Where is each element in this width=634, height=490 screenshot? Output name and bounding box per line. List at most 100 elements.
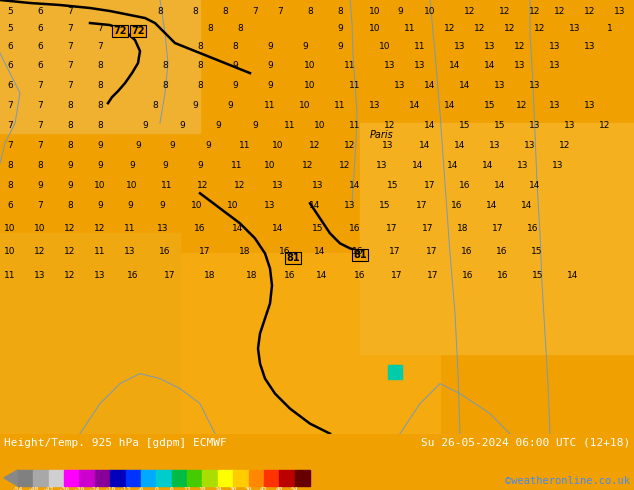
Text: 8: 8 [337,6,343,16]
Text: 6: 6 [37,6,43,16]
Text: 9: 9 [169,141,175,150]
Text: 13: 13 [272,181,284,190]
Text: 8: 8 [157,6,163,16]
Text: 11: 11 [239,141,251,150]
Text: 8: 8 [197,42,203,50]
Text: 13: 13 [585,42,596,50]
Text: 14: 14 [486,201,498,210]
Text: Paris: Paris [370,130,394,140]
Text: 11: 11 [284,121,295,130]
Text: 13: 13 [514,61,526,70]
Text: 8: 8 [162,61,168,70]
Text: 6: 6 [37,24,43,32]
Text: 14: 14 [448,161,458,170]
Bar [0,233,180,434]
Text: 17: 17 [199,247,210,256]
Text: 5: 5 [7,6,13,16]
Text: 9: 9 [252,121,258,130]
Bar [95,470,110,486]
Text: 14: 14 [412,161,424,170]
Text: 16: 16 [451,201,463,210]
Text: 8: 8 [307,6,313,16]
Text: 12: 12 [554,6,566,16]
Text: 10: 10 [4,224,16,233]
Text: 11: 11 [404,24,416,32]
Text: 11: 11 [161,181,172,190]
Text: -24: -24 [89,487,100,490]
Text: 30: 30 [230,487,237,490]
Text: 6: 6 [37,42,43,50]
Text: 18: 18 [198,487,206,490]
Text: 12: 12 [64,224,75,233]
Text: 8: 8 [197,61,203,70]
Text: 6: 6 [7,81,13,90]
Bar [233,470,249,486]
Text: 14: 14 [529,181,541,190]
Text: 14: 14 [450,61,461,70]
Text: 6: 6 [7,201,13,210]
Text: 17: 17 [424,181,436,190]
Text: 9: 9 [267,42,273,50]
Text: 6: 6 [37,61,43,70]
Text: 17: 17 [391,271,403,280]
Text: 8: 8 [67,100,73,110]
Text: 14: 14 [424,121,436,130]
Text: 9: 9 [192,100,198,110]
Text: 13: 13 [614,6,626,16]
Text: 10: 10 [369,24,381,32]
Text: 13: 13 [529,81,541,90]
Text: 8: 8 [7,161,13,170]
Text: 10: 10 [369,6,381,16]
Text: -30: -30 [74,487,85,490]
Text: 8: 8 [207,24,213,32]
Text: 16: 16 [527,224,539,233]
Text: 8: 8 [237,24,243,32]
Text: 14: 14 [273,224,283,233]
Text: 8: 8 [97,81,103,90]
Bar [49,470,64,486]
Text: 10: 10 [264,161,276,170]
Text: 10: 10 [94,181,106,190]
Text: 12: 12 [302,161,314,170]
Text: 14: 14 [314,247,326,256]
Text: ©weatheronline.co.uk: ©weatheronline.co.uk [505,476,630,486]
Text: 12: 12 [500,6,511,16]
Text: 6: 6 [170,487,174,490]
Text: 7: 7 [37,81,43,90]
Text: 17: 17 [422,224,434,233]
Bar [180,253,440,434]
Text: 12: 12 [529,6,541,16]
Text: 12: 12 [183,487,191,490]
Text: 9: 9 [37,181,43,190]
Bar [18,470,34,486]
Text: 14: 14 [424,81,436,90]
Text: 12: 12 [514,42,526,50]
Text: 13: 13 [376,161,388,170]
Text: 8: 8 [232,42,238,50]
Text: 1: 1 [607,24,613,32]
Text: 9: 9 [97,201,103,210]
Text: 7: 7 [67,6,73,16]
Text: 9: 9 [135,141,141,150]
Text: 16: 16 [497,271,508,280]
Text: -6: -6 [137,487,145,490]
Text: 13: 13 [384,61,396,70]
Text: 16: 16 [462,247,473,256]
Text: 9: 9 [179,121,185,130]
Text: 12: 12 [504,24,515,32]
Text: 8: 8 [192,6,198,16]
Bar [34,470,49,486]
Text: 72: 72 [113,26,127,36]
Text: 11: 11 [349,121,361,130]
Text: 16: 16 [459,181,471,190]
Bar [295,470,310,486]
Text: 7: 7 [7,100,13,110]
Text: 14: 14 [410,100,421,110]
Text: 10: 10 [304,81,316,90]
Text: 10: 10 [34,224,46,233]
Text: 7: 7 [97,24,103,32]
Polygon shape [4,470,18,486]
Text: 9: 9 [127,201,133,210]
Text: 14: 14 [484,61,496,70]
Text: 7: 7 [67,24,73,32]
